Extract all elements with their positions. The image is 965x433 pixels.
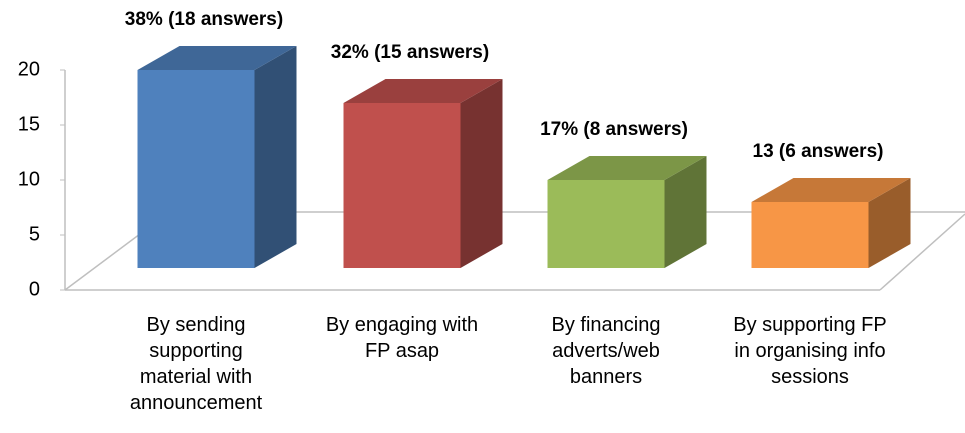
x-tick-label: By supporting FP in organising info sess…	[733, 314, 887, 388]
bar	[547, 180, 665, 268]
x-tick-label: By financing adverts/web banners	[551, 314, 661, 388]
bar-side	[868, 178, 911, 268]
y-tick-label: 10	[18, 168, 40, 190]
bar-side	[664, 156, 707, 268]
bar-top	[343, 79, 503, 103]
bar-top	[137, 46, 297, 70]
y-tick-label: 20	[18, 58, 40, 80]
floor-right	[879, 213, 965, 291]
y-tick-label: 15	[18, 113, 40, 135]
value-label: 38% (18 answers)	[125, 9, 283, 30]
x-tick-label: By sending supporting material with anno…	[129, 314, 263, 414]
bar	[751, 202, 869, 268]
floor-left	[64, 233, 141, 291]
bar	[137, 70, 255, 268]
value-label: 17% (8 answers)	[540, 119, 688, 140]
bar-side	[460, 79, 503, 268]
value-label: 13 (6 answers)	[753, 141, 884, 162]
x-tick-label: By engaging with FP asap	[325, 314, 479, 362]
bar-top	[751, 178, 911, 202]
y-tick-label: 0	[29, 278, 40, 300]
value-label: 32% (15 answers)	[331, 42, 489, 63]
y-tick-label: 5	[29, 223, 40, 245]
bar-top	[547, 156, 707, 180]
bar	[343, 103, 461, 268]
bar-side	[254, 46, 297, 268]
